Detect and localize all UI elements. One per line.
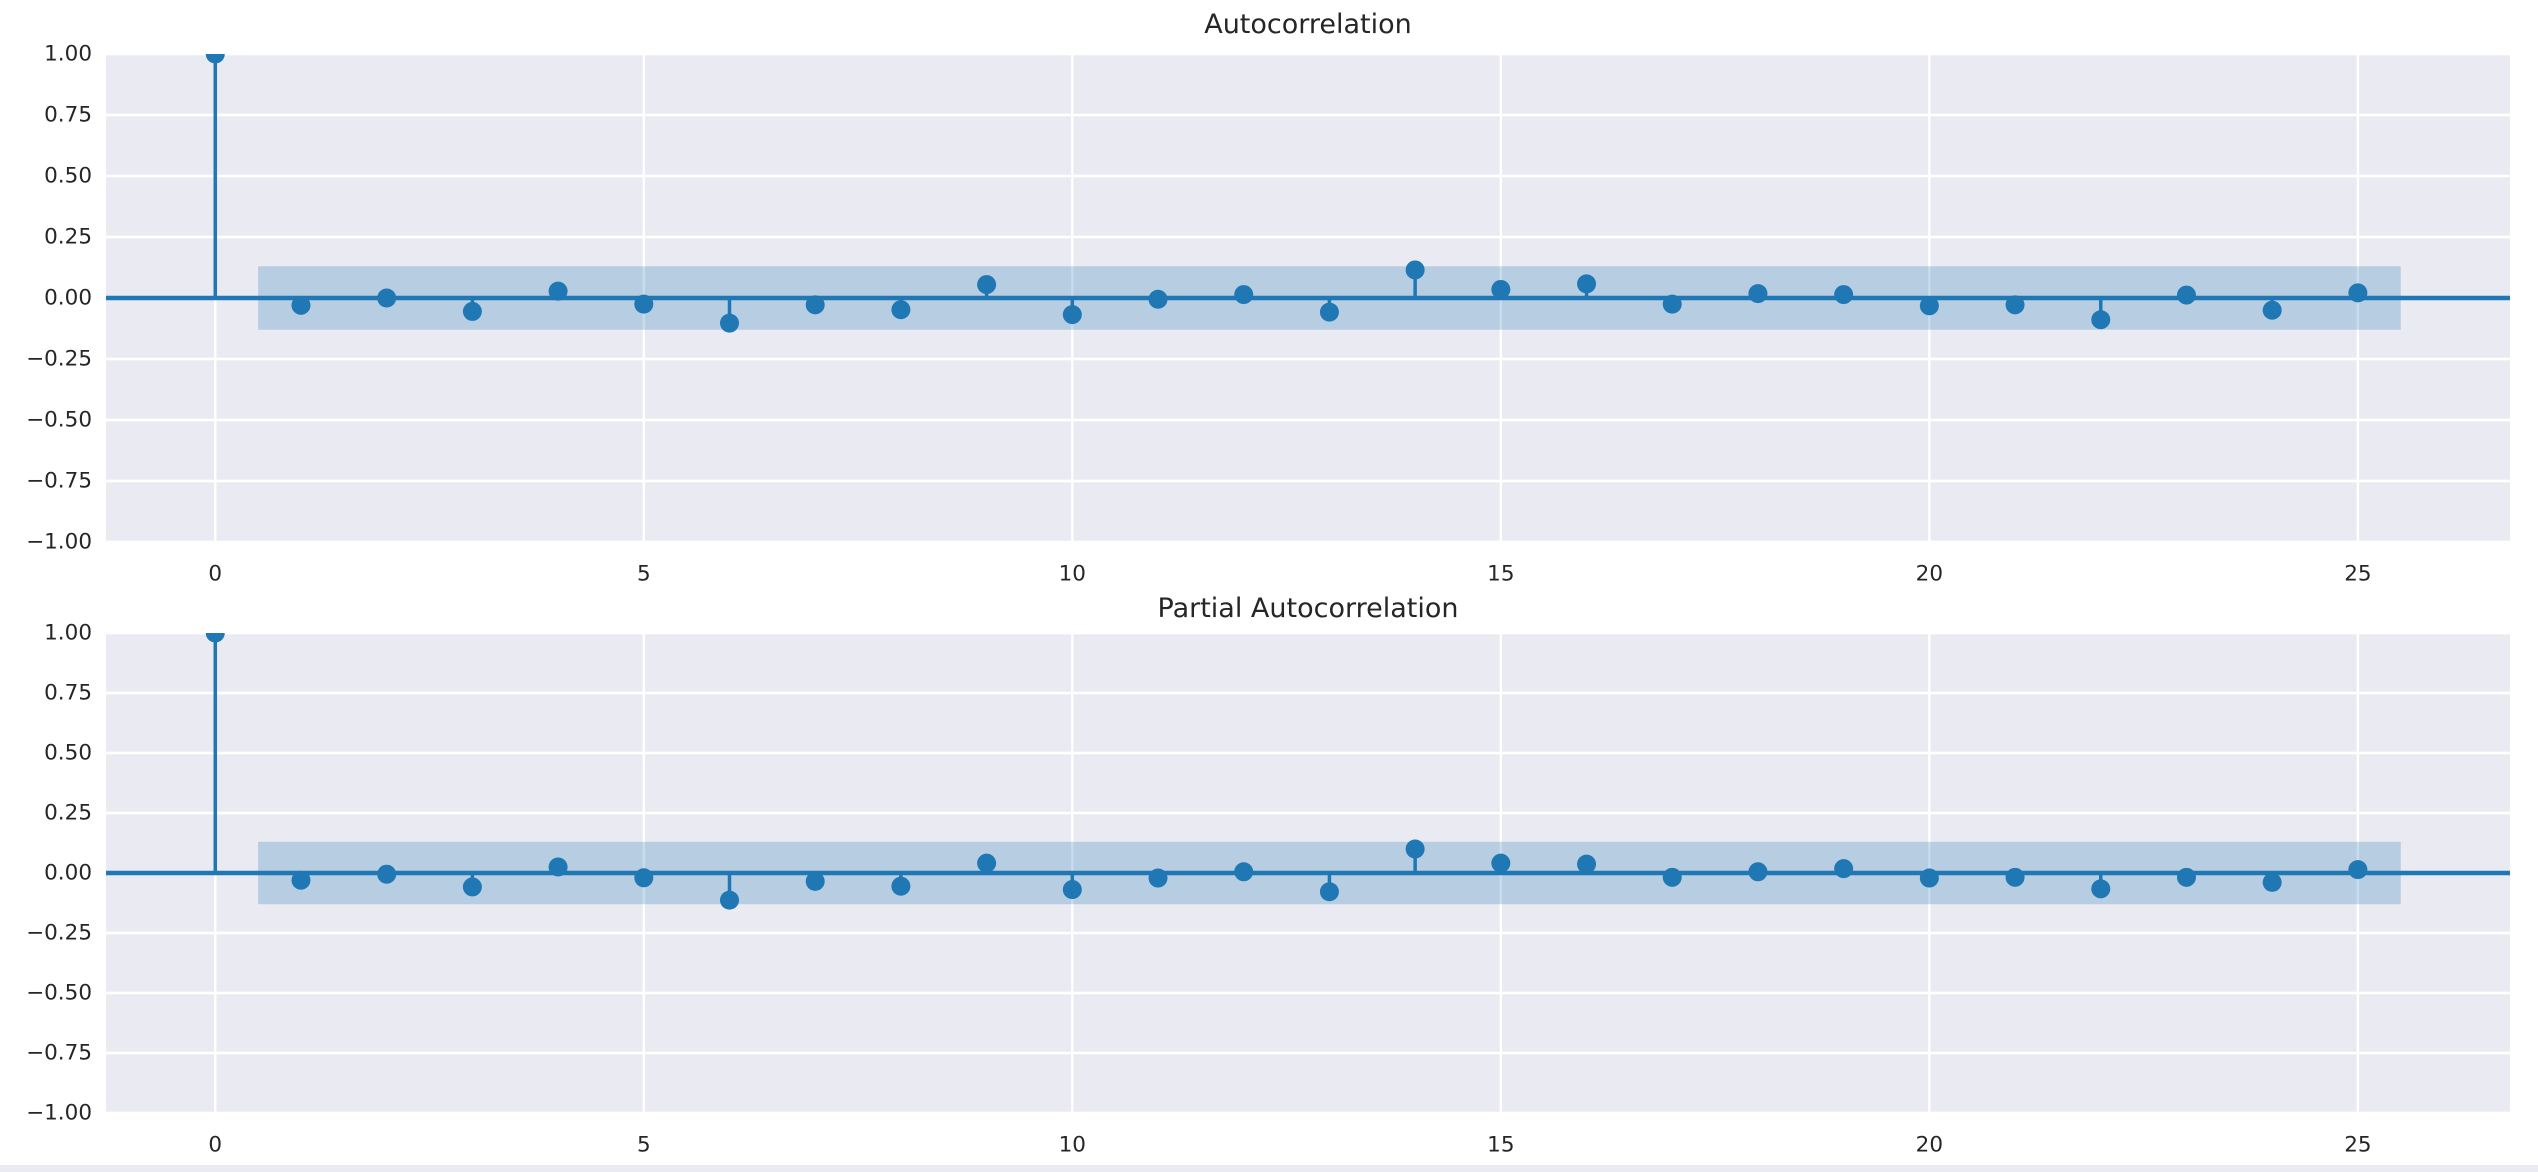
marker: [2176, 867, 2196, 887]
marker: [2176, 285, 2196, 305]
marker: [1319, 302, 1339, 322]
pacf-chart-title: Partial Autocorrelation: [1157, 593, 1459, 624]
y-tick-label: −0.50: [26, 408, 92, 433]
x-tick-label: 25: [2344, 562, 2371, 587]
y-tick-label: 0.50: [44, 741, 92, 766]
marker: [2005, 867, 2025, 887]
y-tick-label: 0.25: [44, 801, 92, 826]
marker: [377, 864, 397, 884]
acf-plot: 1.00 0.75 0.50 0.25 0.00 −0.25 −0.50 −0.75 −1.00…: [26, 42, 2510, 587]
x-tick-label: 25: [2344, 1133, 2371, 1158]
y-tick-label: −1.00: [26, 1101, 92, 1126]
marker: [2348, 283, 2368, 303]
x-tick-label: 15: [1487, 562, 1514, 587]
marker: [1234, 285, 1254, 305]
marker: [891, 876, 911, 896]
marker: [1834, 859, 1854, 879]
x-tick-label: 0: [208, 1133, 222, 1158]
x-tick-label: 5: [637, 1133, 651, 1158]
marker: [291, 870, 311, 890]
marker: [377, 288, 397, 308]
y-tick-label: 0.00: [44, 286, 92, 311]
marker: [1834, 285, 1854, 305]
marker: [1319, 882, 1339, 902]
marker: [1919, 296, 1939, 316]
marker: [2091, 879, 2111, 899]
y-tick-label: 0.50: [44, 164, 92, 189]
x-tick-label: 5: [637, 562, 651, 587]
y-tick-label: −0.75: [26, 469, 92, 494]
marker: [805, 295, 825, 315]
marker: [805, 871, 825, 891]
marker: [719, 313, 739, 333]
marker: [2091, 310, 2111, 330]
y-tick-label: 0.75: [44, 681, 92, 706]
bottom-strip: [0, 1165, 2538, 1172]
marker: [1148, 289, 1168, 309]
marker: [634, 868, 654, 888]
x-tick-label: 20: [1916, 1133, 1943, 1158]
acf-chart-title: Autocorrelation: [1204, 9, 1412, 40]
marker: [2262, 300, 2282, 320]
marker: [205, 54, 225, 64]
marker: [462, 301, 482, 321]
y-tick-label: −1.00: [26, 530, 92, 555]
y-tick-label: −0.50: [26, 981, 92, 1006]
marker: [634, 294, 654, 314]
pacf-plot: 1.00 0.75 0.50 0.25 0.00 −0.25 −0.50 −0.75 −1.00…: [26, 621, 2510, 1158]
x-tick-label: 15: [1487, 1133, 1514, 1158]
y-tick-label: −0.25: [26, 921, 92, 946]
y-tick-label: 1.00: [44, 621, 92, 646]
marker: [1662, 294, 1682, 314]
marker: [1919, 868, 1939, 888]
y-tick-label: −0.25: [26, 347, 92, 372]
marker: [1491, 279, 1511, 299]
marker: [1234, 862, 1254, 882]
x-tick-label: 0: [208, 562, 222, 587]
marker: [1748, 862, 1768, 882]
y-tick-label: −0.75: [26, 1041, 92, 1066]
marker: [1405, 839, 1425, 859]
marker: [1148, 868, 1168, 888]
marker: [462, 877, 482, 897]
marker: [977, 853, 997, 873]
y-tick-label: 1.00: [44, 42, 92, 67]
y-tick-label: 0.00: [44, 861, 92, 886]
marker: [1577, 274, 1597, 294]
marker: [1405, 260, 1425, 280]
marker: [891, 300, 911, 320]
marker: [1062, 880, 1082, 900]
y-tick-label: 0.75: [44, 103, 92, 128]
marker: [548, 857, 568, 877]
marker: [1748, 284, 1768, 304]
marker: [719, 890, 739, 910]
marker: [2348, 860, 2368, 880]
x-tick-label: 20: [1916, 562, 1943, 587]
marker: [291, 295, 311, 315]
marker: [1491, 853, 1511, 873]
marker: [2262, 872, 2282, 892]
marker: [1062, 305, 1082, 325]
marker: [1662, 867, 1682, 887]
marker: [977, 275, 997, 295]
marker: [548, 281, 568, 301]
marker: [2005, 295, 2025, 315]
x-tick-label: 10: [1059, 1133, 1086, 1158]
y-tick-label: 0.25: [44, 225, 92, 250]
x-tick-label: 10: [1059, 562, 1086, 587]
marker: [1577, 854, 1597, 874]
marker: [205, 633, 225, 643]
